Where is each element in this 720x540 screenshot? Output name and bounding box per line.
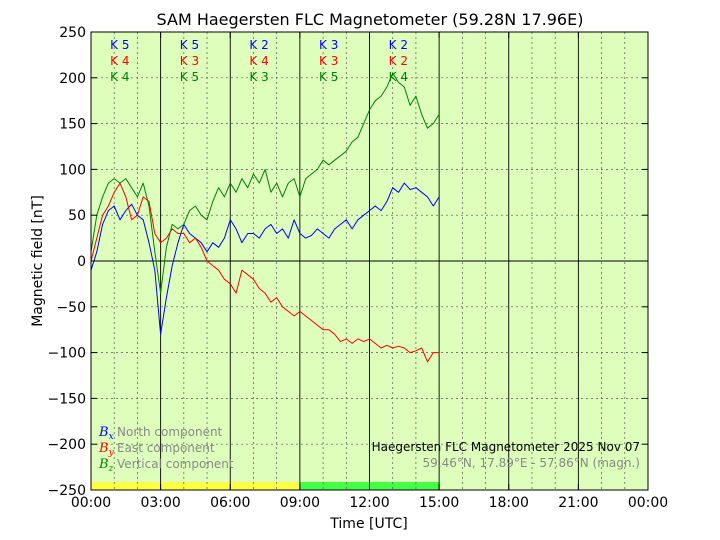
x-tick-label: 00:00	[71, 495, 111, 511]
x-tick-label: 00:00	[628, 495, 668, 511]
k-index-bx-4: K 2	[389, 38, 408, 52]
k-index-by-4: K 2	[389, 54, 408, 68]
x-axis-ticks: 00:00 03:00 06:00 09:00 12:00 15:00 18:00 21:00…	[71, 32, 668, 511]
y-tick-label: −250	[48, 483, 86, 499]
k-index-bx-1: K 5	[180, 38, 199, 52]
k-index-bz-0: K 4	[110, 70, 129, 84]
y-tick-label: −200	[48, 437, 86, 453]
y-tick-label: 200	[59, 71, 86, 87]
x-tick-label: 15:00	[419, 495, 459, 511]
info-line-1: Haegersten FLC Magnetometer 2025 Nov 07	[372, 440, 640, 454]
x-tick-label: 18:00	[489, 495, 529, 511]
k-index-bz-3: K 5	[319, 70, 338, 84]
y-axis-ticks: 250 200 150 100 50 0 −50 −100 −150 −200 −250	[48, 25, 648, 499]
y-tick-label: −50	[56, 300, 86, 316]
k-index-bz-4: K 4	[389, 70, 408, 84]
k-index-labels: K 5 K 4 K 4 K 5 K 3 K 5 K 2 K 4 K 3 K 3 K 3 K 5 K 2 K…	[110, 38, 408, 84]
k-index-bx-3: K 3	[319, 38, 338, 52]
k-index-by-1: K 3	[180, 54, 199, 68]
y-tick-label: 50	[68, 208, 86, 224]
legend-label-by: East component	[117, 441, 215, 455]
k-index-bx-0: K 5	[110, 38, 129, 52]
legend-symbol-by: By	[98, 441, 115, 458]
series-line-bz	[90, 72, 440, 294]
series-line-bx	[90, 182, 440, 335]
y-tick-label: 150	[59, 117, 86, 133]
x-tick-label: 12:00	[349, 495, 389, 511]
legend-label-bx: North component	[117, 425, 223, 439]
k-index-bx-2: K 2	[249, 38, 268, 52]
series-group	[90, 72, 440, 363]
legend-label-bz: Vertical component	[117, 457, 234, 471]
x-tick-label: 09:00	[280, 495, 320, 511]
k-index-bz-2: K 3	[249, 70, 268, 84]
legend-symbol-bz: Bz	[98, 457, 114, 474]
y-tick-label: 0	[77, 254, 86, 270]
k-index-by-2: K 4	[249, 54, 268, 68]
y-tick-label: 100	[59, 162, 86, 178]
info-line-2: 59.46°N, 17.89°E - 57.86°N (magn.)	[423, 456, 640, 470]
activity-bar	[91, 482, 440, 490]
y-axis-label: Magnetic field [nT]	[30, 195, 46, 327]
chart-title: SAM Haegersten FLC Magnetometer (59.28N …	[157, 10, 584, 29]
x-tick-label: 06:00	[210, 495, 250, 511]
legend-symbol-bx: Bx	[98, 425, 114, 442]
y-tick-label: −100	[48, 346, 86, 362]
series-line-by	[90, 182, 440, 363]
x-tick-label: 21:00	[558, 495, 598, 511]
y-tick-label: 250	[59, 25, 86, 41]
x-tick-label: 03:00	[140, 495, 180, 511]
y-tick-label: −150	[48, 391, 86, 407]
k-index-bz-1: K 5	[180, 70, 199, 84]
k-index-by-3: K 3	[319, 54, 338, 68]
x-axis-label: Time [UTC]	[329, 516, 407, 532]
activity-segment-0	[91, 482, 300, 490]
k-index-by-0: K 4	[110, 54, 129, 68]
